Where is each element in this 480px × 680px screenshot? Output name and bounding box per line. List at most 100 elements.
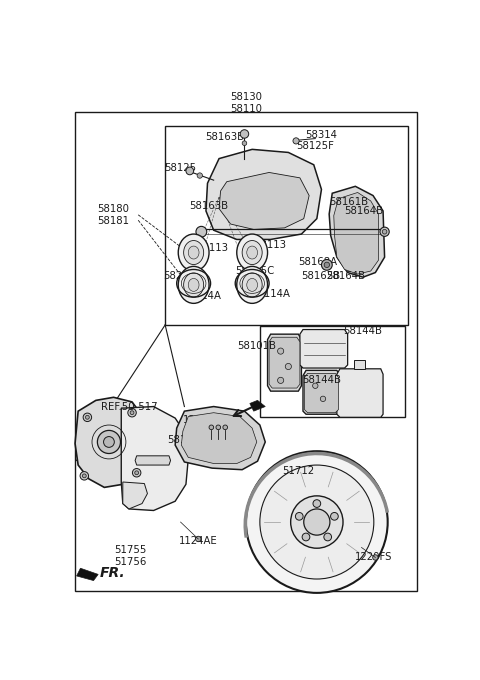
Text: 58314: 58314 — [305, 131, 337, 141]
Circle shape — [312, 383, 318, 388]
Ellipse shape — [247, 278, 258, 291]
Text: 58125: 58125 — [165, 163, 197, 173]
Polygon shape — [267, 334, 301, 391]
Circle shape — [277, 377, 284, 384]
Circle shape — [104, 437, 114, 447]
Polygon shape — [77, 568, 98, 581]
Circle shape — [260, 465, 374, 579]
Polygon shape — [219, 173, 309, 229]
Circle shape — [135, 471, 139, 475]
Text: 58114A: 58114A — [251, 289, 290, 299]
Circle shape — [320, 396, 326, 401]
Circle shape — [197, 173, 203, 178]
Circle shape — [277, 348, 284, 354]
Text: 1124AE: 1124AE — [179, 536, 217, 545]
Circle shape — [223, 425, 228, 430]
Circle shape — [130, 411, 134, 415]
Text: 58144B: 58144B — [344, 326, 383, 336]
Polygon shape — [329, 186, 384, 277]
Text: 58130
58110: 58130 58110 — [230, 92, 262, 114]
Ellipse shape — [188, 278, 199, 291]
Circle shape — [83, 413, 92, 422]
Polygon shape — [303, 371, 340, 414]
Circle shape — [324, 533, 332, 541]
Text: 58180
58181: 58180 58181 — [97, 204, 129, 226]
Polygon shape — [300, 330, 348, 368]
Circle shape — [380, 227, 389, 237]
Circle shape — [382, 229, 387, 234]
Polygon shape — [304, 373, 338, 413]
Circle shape — [331, 513, 338, 520]
Text: 58162B: 58162B — [301, 271, 340, 282]
Text: 51755
51756: 51755 51756 — [114, 545, 147, 566]
Text: 58164B: 58164B — [344, 206, 384, 216]
Text: 58161B: 58161B — [330, 197, 369, 207]
Text: 58125F: 58125F — [296, 141, 334, 151]
Circle shape — [304, 509, 330, 535]
Circle shape — [85, 415, 89, 420]
Text: REF.50-517: REF.50-517 — [101, 401, 157, 411]
Circle shape — [83, 474, 86, 478]
Polygon shape — [269, 337, 300, 388]
Circle shape — [285, 363, 291, 370]
Circle shape — [196, 226, 207, 237]
Circle shape — [195, 537, 201, 542]
Polygon shape — [250, 401, 265, 411]
Text: 58235C: 58235C — [163, 271, 203, 281]
Circle shape — [295, 513, 303, 520]
Circle shape — [240, 130, 249, 138]
Bar — [165, 126, 408, 325]
Circle shape — [186, 167, 193, 175]
Text: 58114A: 58114A — [183, 290, 222, 301]
Circle shape — [246, 452, 388, 593]
Circle shape — [293, 138, 299, 144]
Circle shape — [302, 533, 310, 541]
Ellipse shape — [247, 246, 258, 259]
Polygon shape — [337, 369, 383, 418]
Polygon shape — [123, 482, 147, 509]
Circle shape — [372, 555, 378, 560]
Circle shape — [97, 430, 120, 454]
Ellipse shape — [184, 273, 204, 297]
Text: 51712: 51712 — [282, 466, 314, 476]
Circle shape — [216, 425, 221, 430]
Ellipse shape — [178, 234, 209, 271]
Text: 58144B: 58144B — [302, 375, 341, 386]
Circle shape — [132, 469, 141, 477]
Text: 58163B: 58163B — [190, 201, 228, 211]
Text: 58168A: 58168A — [298, 257, 337, 267]
Polygon shape — [206, 150, 322, 239]
Text: 58235C: 58235C — [236, 266, 275, 276]
Circle shape — [322, 260, 332, 270]
Text: 58163B: 58163B — [205, 132, 245, 142]
Text: 58113: 58113 — [196, 243, 228, 253]
Circle shape — [128, 409, 136, 417]
Polygon shape — [334, 192, 378, 274]
Ellipse shape — [184, 241, 204, 265]
Text: 58101B: 58101B — [237, 341, 276, 352]
Circle shape — [313, 500, 321, 507]
Polygon shape — [75, 397, 146, 488]
Polygon shape — [175, 407, 265, 470]
Text: 58151B: 58151B — [167, 435, 206, 445]
Polygon shape — [181, 413, 257, 464]
Ellipse shape — [188, 246, 199, 259]
Ellipse shape — [237, 234, 267, 271]
Text: 58164B: 58164B — [326, 271, 365, 282]
Ellipse shape — [178, 267, 209, 303]
Polygon shape — [135, 456, 170, 465]
Ellipse shape — [242, 273, 262, 297]
Text: 1360GJ: 1360GJ — [183, 415, 219, 426]
Circle shape — [242, 141, 247, 146]
Polygon shape — [354, 360, 365, 369]
Circle shape — [209, 425, 214, 430]
Circle shape — [80, 472, 88, 480]
Circle shape — [291, 496, 343, 548]
Text: 1220FS: 1220FS — [355, 552, 393, 562]
Polygon shape — [121, 407, 188, 511]
Ellipse shape — [242, 241, 262, 265]
Text: FR.: FR. — [100, 566, 125, 580]
Ellipse shape — [237, 267, 267, 303]
Circle shape — [324, 262, 330, 267]
Text: 58113: 58113 — [254, 240, 287, 250]
